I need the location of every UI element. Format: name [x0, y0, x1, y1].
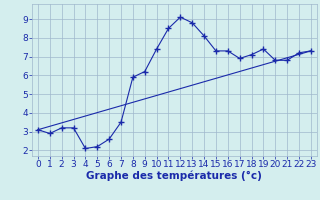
X-axis label: Graphe des températures (°c): Graphe des températures (°c)	[86, 171, 262, 181]
